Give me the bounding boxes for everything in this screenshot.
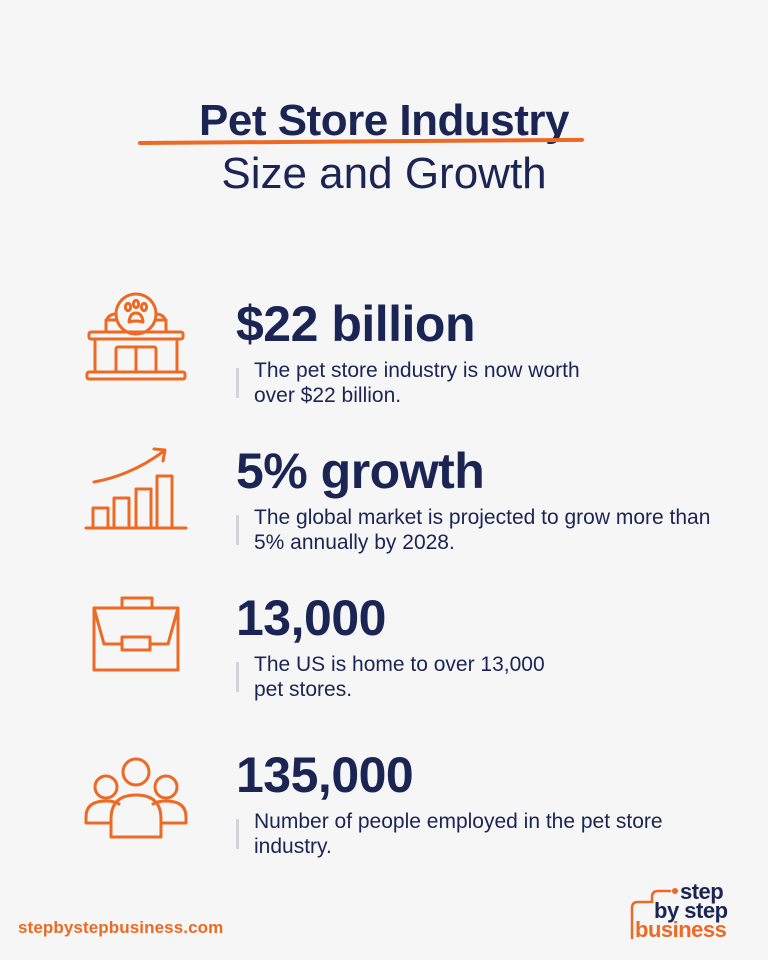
stat-description: The pet store industry is now worth over… [254,359,580,407]
stat-description: Number of people employed in the pet sto… [254,810,663,858]
stat-description: The global market is projected to grow m… [254,506,711,554]
logo-step-path-icon [630,889,672,940]
logo-text-by-step: by step [654,898,728,923]
title-block: Pet Store Industry Size and Growth [0,96,768,200]
pet-store-icon [84,292,188,382]
logo-dot-icon [672,888,678,894]
stat-value: $22 billion [236,296,476,352]
page-title: Pet Store Industry [199,96,569,145]
brand-logo: step by step business [624,879,744,944]
quote-bar [236,515,239,545]
logo-text-step: step [680,879,724,904]
stat-description: The US is home to over 13,000 pet stores… [254,653,545,701]
quote-bar [236,819,239,849]
website-link[interactable]: stepbystepbusiness.com [18,918,224,937]
logo-text-business: business [635,917,727,942]
stat-value: 135,000 [236,747,414,803]
stat-item-growth: 5% growth The global market is projected… [0,443,768,573]
briefcase-icon [84,596,188,686]
stat-value: 5% growth [236,443,485,499]
quote-bar [236,368,239,398]
stat-item-store-count: 13,000 The US is home to over 13,000 pet… [0,590,768,720]
stat-item-employment: 135,000 Number of people employed in the… [0,747,768,877]
stat-item-market-size: $22 billion The pet store industry is no… [0,292,768,426]
quote-bar [236,662,239,692]
stat-value: 13,000 [236,590,386,646]
growth-chart-icon [84,443,188,533]
page-subtitle: Size and Growth [221,149,547,198]
people-group-icon [84,757,188,847]
